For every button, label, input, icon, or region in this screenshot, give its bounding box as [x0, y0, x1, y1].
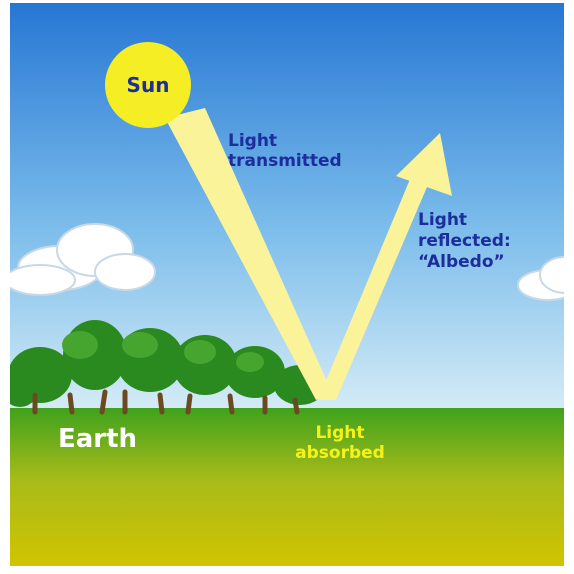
earth-label: Earth: [58, 424, 137, 454]
absorbed-label: Light: [315, 423, 364, 443]
sun-label: Sun: [127, 73, 170, 97]
reflected-label: reflected:: [418, 231, 511, 251]
absorbed-label: absorbed: [295, 443, 385, 463]
diagram: Sun Light transmitted Light reflected: “…: [0, 0, 574, 574]
transmitted-label: transmitted: [228, 151, 342, 171]
scene: Sun Light transmitted Light reflected: “…: [0, 3, 574, 568]
reflected-label: “Albedo”: [418, 252, 505, 272]
reflected-label: Light: [418, 210, 467, 230]
transmitted-label: Light: [228, 131, 277, 151]
